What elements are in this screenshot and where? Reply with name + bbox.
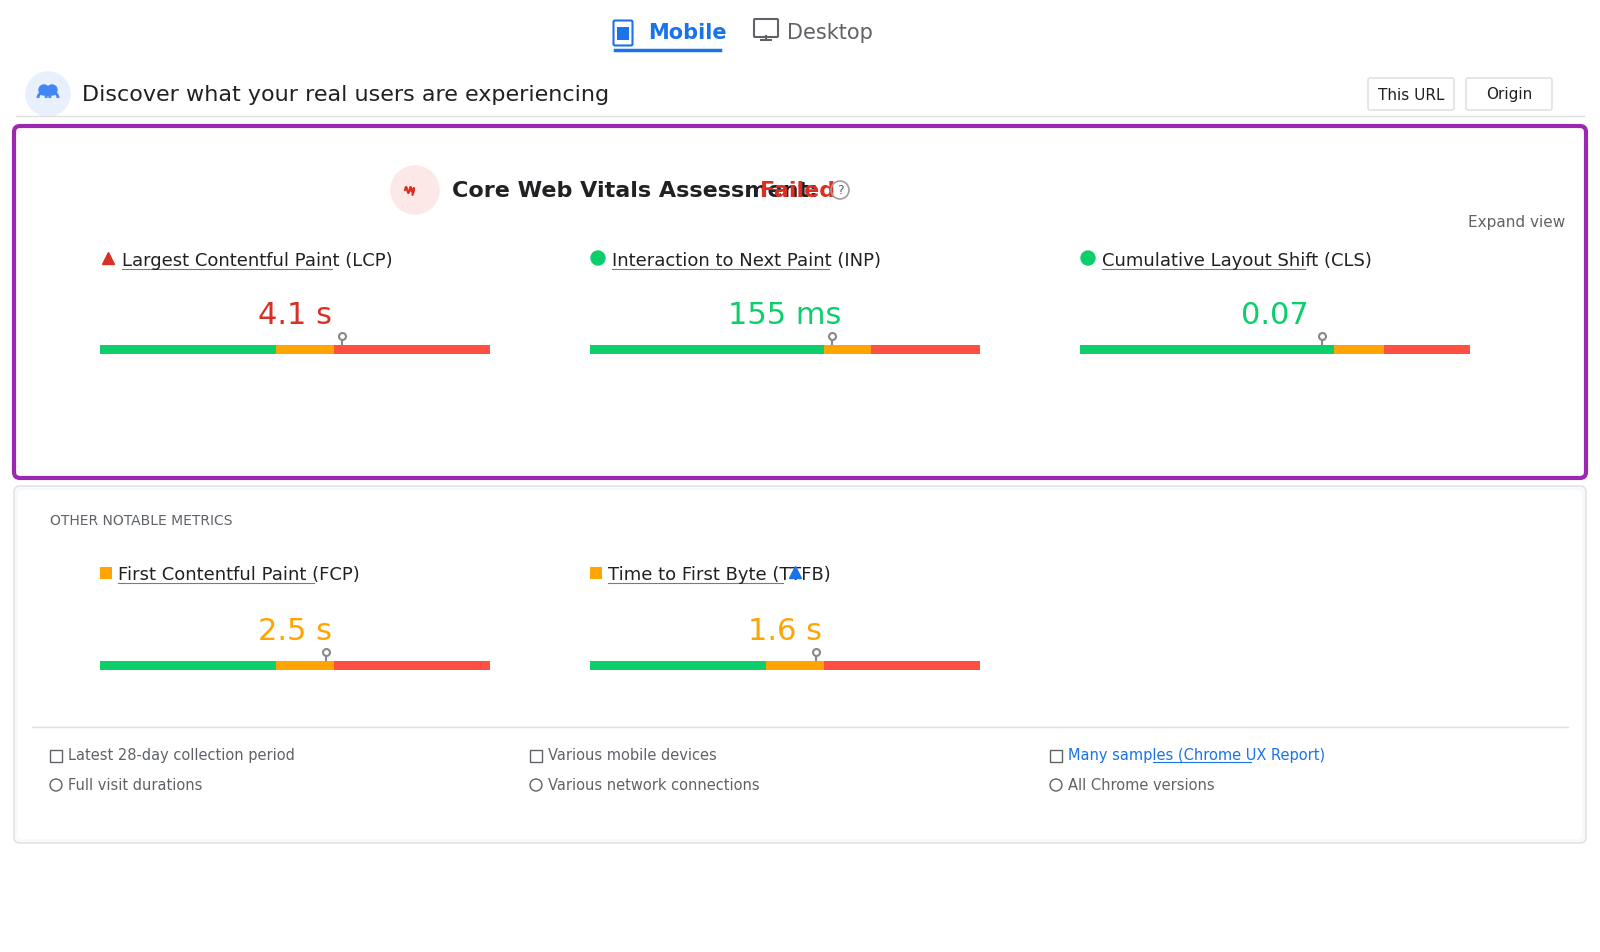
Circle shape	[1082, 251, 1094, 266]
Bar	[870, 346, 979, 355]
Bar	[1050, 750, 1062, 763]
Text: First Contentful Paint (FCP): First Contentful Paint (FCP)	[118, 565, 360, 584]
FancyBboxPatch shape	[14, 127, 1586, 479]
Circle shape	[390, 167, 438, 215]
FancyBboxPatch shape	[1466, 79, 1552, 110]
Text: Many samples (Chrome UX Report): Many samples (Chrome UX Report)	[1069, 747, 1325, 763]
Text: 1.6 s: 1.6 s	[749, 616, 822, 645]
Text: All Chrome versions: All Chrome versions	[1069, 778, 1214, 793]
Bar	[1333, 346, 1384, 355]
Bar	[334, 346, 490, 355]
Bar	[824, 346, 870, 355]
Text: ?: ?	[837, 184, 843, 197]
Text: Time to First Byte (TTFB): Time to First Byte (TTFB)	[608, 565, 830, 584]
Bar	[99, 567, 112, 580]
Bar	[275, 662, 334, 670]
Bar	[824, 662, 979, 670]
Text: Expand view: Expand view	[1467, 215, 1565, 230]
Text: Desktop: Desktop	[787, 23, 874, 43]
Bar	[275, 346, 334, 355]
Text: Various network connections: Various network connections	[547, 778, 760, 793]
Text: 155 ms: 155 ms	[728, 300, 842, 329]
Circle shape	[26, 73, 70, 117]
Circle shape	[590, 251, 605, 266]
Bar	[618, 28, 629, 41]
Bar	[99, 662, 275, 670]
Bar	[99, 346, 275, 355]
Text: Cumulative Layout Shift (CLS): Cumulative Layout Shift (CLS)	[1102, 251, 1371, 269]
Circle shape	[38, 86, 50, 96]
Bar	[1384, 346, 1470, 355]
Text: 2.5 s: 2.5 s	[258, 616, 333, 645]
Text: OTHER NOTABLE METRICS: OTHER NOTABLE METRICS	[50, 513, 232, 527]
Bar	[590, 346, 824, 355]
FancyBboxPatch shape	[1368, 79, 1454, 110]
Bar	[590, 567, 602, 580]
Text: Various mobile devices: Various mobile devices	[547, 747, 717, 763]
Bar	[765, 662, 824, 670]
Text: Latest 28-day collection period: Latest 28-day collection period	[67, 747, 294, 763]
Bar	[530, 750, 542, 763]
Text: Largest Contentful Paint (LCP): Largest Contentful Paint (LCP)	[122, 251, 392, 269]
Text: Failed: Failed	[760, 181, 835, 201]
Text: 4.1 s: 4.1 s	[258, 300, 333, 329]
Text: Core Web Vitals Assessment:: Core Web Vitals Assessment:	[453, 181, 818, 201]
Text: Discover what your real users are experiencing: Discover what your real users are experi…	[82, 85, 610, 105]
Bar	[50, 750, 62, 763]
Bar	[334, 662, 490, 670]
Bar	[590, 662, 765, 670]
Text: Origin: Origin	[1486, 88, 1533, 103]
Circle shape	[46, 86, 58, 96]
Text: Interaction to Next Paint (INP): Interaction to Next Paint (INP)	[611, 251, 882, 269]
Text: Full visit durations: Full visit durations	[67, 778, 202, 793]
Text: This URL: This URL	[1378, 88, 1445, 103]
Text: Mobile: Mobile	[648, 23, 726, 43]
Bar	[1080, 346, 1333, 355]
FancyBboxPatch shape	[14, 486, 1586, 843]
Text: 0.07: 0.07	[1242, 300, 1309, 329]
FancyBboxPatch shape	[18, 490, 1582, 839]
